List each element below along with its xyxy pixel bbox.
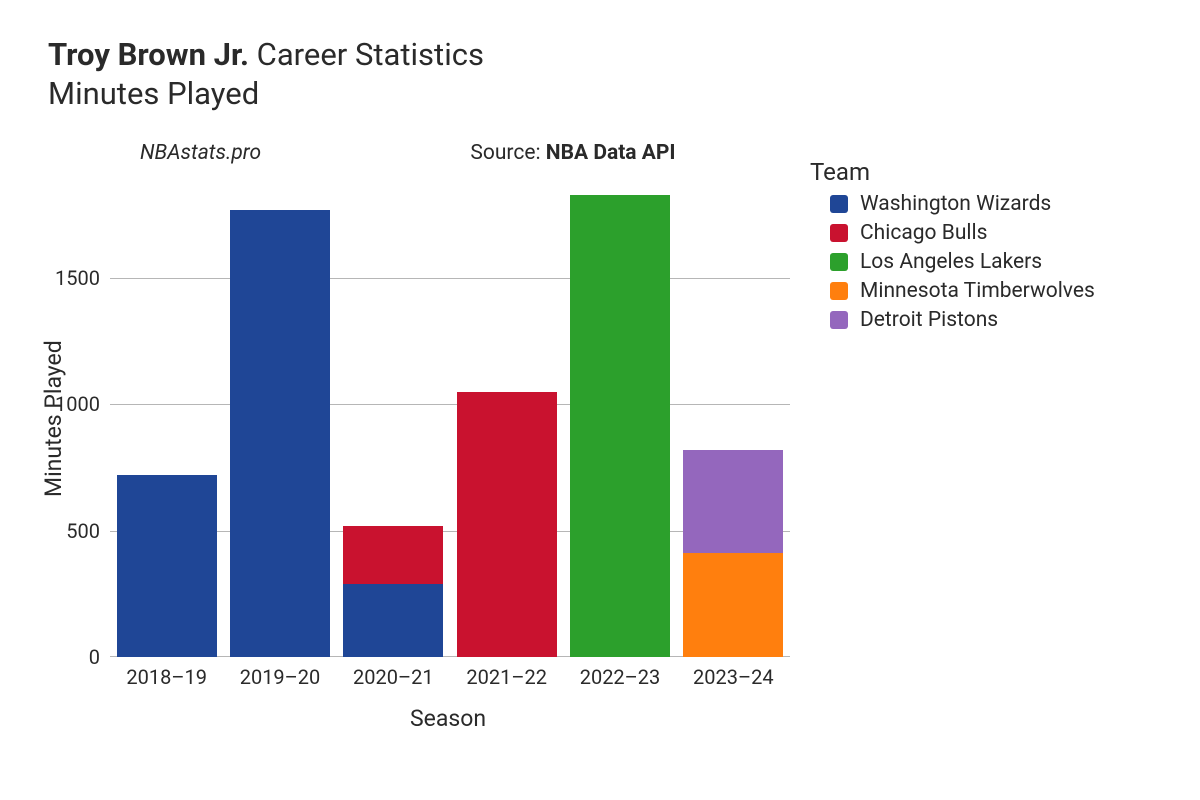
legend-label: Los Angeles Lakers <box>860 250 1042 274</box>
bar-segment <box>343 584 443 657</box>
title-player-name: Troy Brown Jr. <box>48 36 249 73</box>
legend-label: Minnesota Timberwolves <box>860 279 1095 303</box>
legend-swatch <box>830 224 848 242</box>
source-name: NBA Data API <box>546 141 676 165</box>
bar-column <box>457 392 557 657</box>
bar-segment <box>343 526 443 584</box>
legend-label: Washington Wizards <box>860 192 1051 216</box>
x-axis-title: Season <box>410 705 486 732</box>
bar-column <box>117 475 217 657</box>
chart-title-line1: Troy Brown Jr. Career Statistics <box>48 36 484 73</box>
legend-item: Los Angeles Lakers <box>810 250 1095 274</box>
legend-swatch <box>830 253 848 271</box>
bar-column <box>570 195 670 657</box>
bar-segment <box>457 392 557 657</box>
bar-segment <box>117 475 217 657</box>
x-tick-label: 2021–22 <box>466 665 547 689</box>
x-tick-label: 2018–19 <box>126 665 207 689</box>
bar-segment <box>683 450 783 554</box>
plot-area: 0500100015002018–192019–202020–212021–22… <box>110 177 790 657</box>
bar-segment <box>230 210 330 657</box>
legend-swatch <box>830 311 848 329</box>
bar-column <box>230 210 330 657</box>
legend-item: Chicago Bulls <box>810 221 1095 245</box>
legend-swatch <box>830 282 848 300</box>
legend-item: Detroit Pistons <box>810 308 1095 332</box>
x-tick-label: 2020–21 <box>353 665 434 689</box>
y-axis-title: Minutes Played <box>40 340 67 497</box>
bar-column <box>683 450 783 657</box>
x-tick-label: 2022–23 <box>580 665 661 689</box>
chart-title-block: Troy Brown Jr. Career Statistics Minutes… <box>48 36 484 112</box>
gridline <box>110 404 790 405</box>
chart-container: Troy Brown Jr. Career Statistics Minutes… <box>0 0 1200 800</box>
y-tick-label: 500 <box>66 519 100 543</box>
x-tick-label: 2019–20 <box>240 665 321 689</box>
legend-label: Chicago Bulls <box>860 221 987 245</box>
y-tick-label: 1500 <box>55 266 100 290</box>
legend-label: Detroit Pistons <box>860 308 998 332</box>
title-suffix: Career Statistics <box>249 36 484 73</box>
legend-item: Washington Wizards <box>810 192 1095 216</box>
chart-subtitle: Minutes Played <box>48 75 484 112</box>
bar-segment <box>570 195 670 657</box>
legend-item: Minnesota Timberwolves <box>810 279 1095 303</box>
gridline <box>110 278 790 279</box>
x-tick-label: 2023–24 <box>693 665 774 689</box>
y-tick-label: 0 <box>89 645 100 669</box>
watermark-text: NBAstats.pro <box>140 141 261 165</box>
legend-swatch <box>830 195 848 213</box>
legend: Team Washington Wizards Chicago Bulls Los … <box>810 158 1095 337</box>
source-prefix: Source: <box>470 141 545 165</box>
legend-title: Team <box>810 158 1095 186</box>
source-label: Source: NBA Data API <box>470 141 675 165</box>
bar-segment <box>683 553 783 657</box>
bar-column <box>343 526 443 657</box>
